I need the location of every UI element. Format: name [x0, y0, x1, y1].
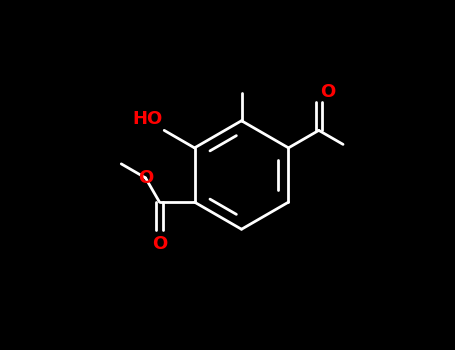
Text: O: O	[320, 83, 336, 101]
Text: HO: HO	[132, 110, 162, 127]
Text: O: O	[138, 169, 153, 187]
Text: O: O	[152, 236, 167, 253]
